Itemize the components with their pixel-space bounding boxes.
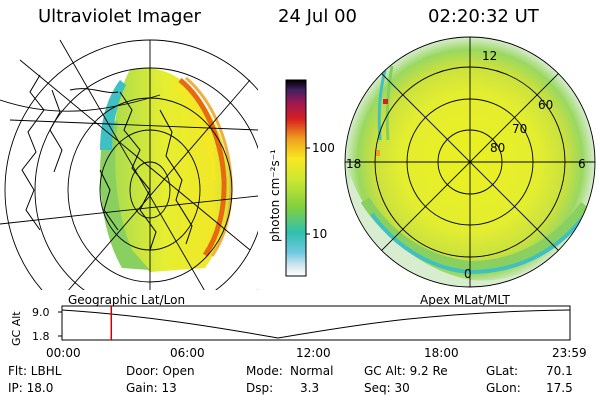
altitude-tick-high: 9.0 — [32, 306, 50, 319]
dsp-value: 3.3 — [300, 381, 320, 395]
altitude-axis-label: GC Alt — [10, 311, 23, 346]
door-readout: Door: Open — [126, 364, 195, 378]
gain-readout: Gain: 13 — [126, 381, 177, 395]
geo-projection-label: Geographic Lat/Lon — [68, 293, 185, 307]
polar-image — [344, 36, 596, 288]
mlt-label-dawn: 6 — [578, 157, 586, 171]
glon-value: 17.5 — [546, 381, 573, 395]
glat-value: 70.1 — [546, 364, 573, 378]
polar-coordinate-label: Apex MLat/MLT — [420, 293, 510, 307]
altitude-timeline — [58, 305, 571, 341]
mlt-label-midnight: 0 — [464, 267, 472, 281]
time-tick-1800: 18:00 — [424, 346, 459, 360]
dsp-label: Dsp: — [246, 381, 274, 395]
observation-date: 24 Jul 00 — [278, 6, 357, 27]
time-tick-1200: 12:00 — [296, 346, 331, 360]
altitude-tick-low: 1.8 — [32, 330, 50, 343]
mode-value: Normal — [290, 364, 334, 378]
instrument-title: Ultraviolet Imager — [38, 6, 201, 27]
mlt-label-noon: 12 — [482, 49, 497, 63]
mlt-label-dusk: 18 — [346, 157, 361, 171]
glon-label: GLon: — [486, 381, 521, 395]
filter-readout: Flt: LBHL — [8, 364, 62, 378]
mode-label: Mode: — [246, 364, 283, 378]
mlat-label-60: 60 — [538, 98, 553, 112]
gc-altitude-readout: GC Alt: 9.2 Re — [364, 364, 448, 378]
time-tick-0600: 06:00 — [170, 346, 205, 360]
colorbar-tick-low: 10 — [312, 227, 327, 241]
glat-label: GLat: — [486, 364, 519, 378]
time-tick-0000: 00:00 — [46, 346, 81, 360]
sequence-readout: Seq: 30 — [364, 381, 410, 395]
colorbar-tick-high: 100 — [312, 141, 335, 155]
geographic-image — [0, 39, 258, 290]
observation-time: 02:20:32 UT — [428, 6, 539, 27]
ip-readout: IP: 18.0 — [8, 381, 54, 395]
colorbar — [285, 79, 307, 277]
mlat-label-80: 80 — [490, 141, 505, 155]
mlat-label-70: 70 — [512, 122, 527, 136]
time-tick-2359: 23:59 — [552, 346, 587, 360]
colorbar-unit-label: photon cm⁻²s⁻¹ — [268, 149, 282, 242]
